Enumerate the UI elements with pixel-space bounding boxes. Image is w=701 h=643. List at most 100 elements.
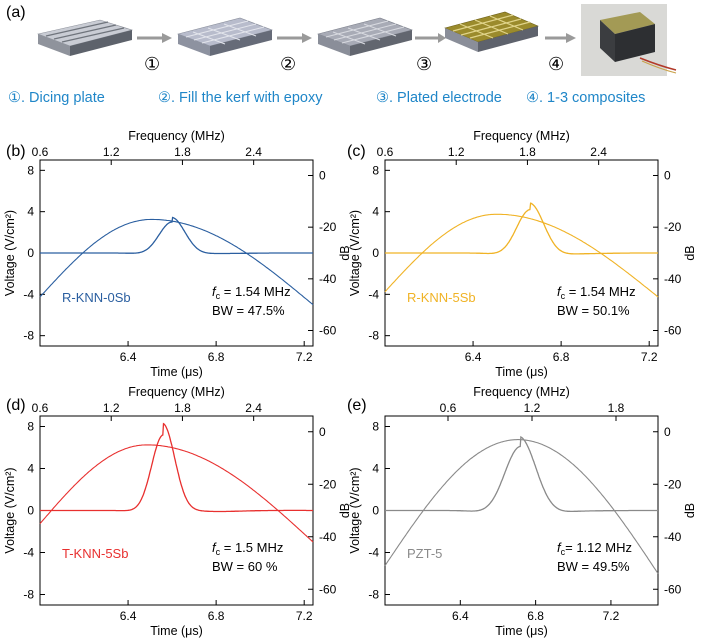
bw-annotation: BW = 49.5% [557,559,630,574]
top-tick-label: 1.8 [608,401,625,415]
x-tick-label: 7.2 [296,350,313,364]
x-tick-label: 6.4 [120,609,137,623]
arrow-3-head [438,33,446,43]
epoxy-filled-image [177,17,273,56]
bw-annotation: BW = 47.5% [212,303,285,318]
y-tick-label: 0 [27,504,34,518]
right-tick-label: -40 [319,272,337,286]
top-tick-label: 2.4 [245,145,262,159]
top-tick-label: 1.2 [448,145,465,159]
waveform-line [385,435,658,513]
right-axis-title: dB [338,503,352,518]
sample-name-label: R-KNN-0Sb [62,290,131,305]
right-tick-label: -20 [664,477,682,491]
chart-panel-pzt-5: (e) 6.4 6.8 7.2 8 4 0 -4 -8 0.6 1.2 1.8 0 -20 -40 -60 Fr… [347,385,697,638]
right-tick-label: 0 [319,425,326,439]
top-axis-title: Frequency (MHz) [128,385,225,399]
spectrum-line [39,218,314,306]
right-tick-label: -20 [319,220,337,234]
panel-a-label: (a) [6,4,26,21]
step-3-label: ③. Plated electrode [376,90,502,106]
step-3-number: ③ [416,54,433,75]
y-tick-label: -4 [368,287,379,301]
right-axis-title: dB [683,245,697,260]
right-tick-label: -40 [319,530,337,544]
x-tick-label: 6.8 [208,609,225,623]
diced-plate-image [36,19,134,56]
chart-panel-r-knn-0sb: (b) 6.4 6.8 7.2 8 4 0 -4 -8 0.6 1.2 1.8 2.4 0 -20 -40 -6… [3,129,352,379]
y-tick-label: -8 [368,588,379,602]
top-tick-label: 0.6 [32,401,49,415]
spectrum-line [384,213,659,298]
right-tick-label: -60 [664,582,682,596]
x-tick-label: 7.2 [603,609,620,623]
top-tick-label: 0.6 [440,401,457,415]
y-tick-label: 0 [372,246,379,260]
x-tick-label: 6.8 [553,350,570,364]
right-tick-label: -60 [319,582,337,596]
y-axis-title: Voltage (V/cm²) [3,210,17,296]
sample-name-label: R-KNN-5Sb [407,290,476,305]
top-tick-label: 0.6 [32,145,49,159]
bw-annotation: BW = 60 % [212,559,278,574]
y-tick-label: -8 [23,588,34,602]
right-tick-label: -40 [664,530,682,544]
y-axis-title: Voltage (V/cm²) [3,467,17,553]
x-axis-title: Time (μs) [495,624,548,638]
arrow-1-head [162,33,172,43]
x-axis-title: Time (μs) [150,624,203,638]
top-tick-label: 2.4 [590,145,607,159]
fc-annotation: fc= 1.12 MHz [557,540,632,557]
top-axis-title: Frequency (MHz) [473,385,570,399]
panel-label: (c) [347,143,366,160]
y-tick-label: 0 [27,246,34,260]
top-tick-label: 2.4 [245,401,262,415]
y-tick-label: -4 [368,546,379,560]
sample-name-label: T-KNN-5Sb [62,546,128,561]
top-tick-label: 0.6 [377,145,394,159]
y-tick-label: 4 [27,205,34,219]
y-tick-label: -8 [23,329,34,343]
spectrum-line [39,444,314,543]
bw-annotation: BW = 50.1% [557,303,630,318]
y-tick-label: 0 [372,504,379,518]
right-tick-label: -60 [664,324,682,338]
x-tick-label: 6.8 [527,609,544,623]
top-tick-label: 1.8 [174,145,191,159]
chart-panel-r-knn-5sb: (c) 6.4 6.8 7.2 8 4 0 -4 -8 0.6 1.2 1.8 2.4 0 -20 -40 -6… [347,129,697,379]
top-tick-label: 1.2 [524,401,541,415]
y-tick-label: 8 [27,163,34,177]
right-axis-title: dB [683,503,697,518]
right-tick-label: 0 [664,169,671,183]
waveform-line [40,422,313,513]
right-tick-label: -40 [664,272,682,286]
waveform-line [385,202,658,255]
x-tick-label: 7.2 [296,609,313,623]
waveform-line [40,216,313,255]
composite-photo [581,4,677,76]
top-tick-label: 1.2 [103,401,120,415]
right-tick-label: 0 [664,425,671,439]
right-tick-label: 0 [319,169,326,183]
step-1-number: ① [144,54,161,75]
top-axis-title: Frequency (MHz) [473,129,570,143]
right-tick-label: -60 [319,324,337,338]
fc-annotation: fc = 1.54 MHz [557,284,636,301]
y-tick-label: 4 [372,462,379,476]
arrow-2-head [302,33,312,43]
x-tick-label: 6.4 [465,350,482,364]
top-tick-label: 1.2 [103,145,120,159]
step-1-label: ①. Dicing plate [8,90,105,106]
y-tick-label: -8 [368,329,379,343]
x-tick-label: 6.4 [452,609,469,623]
top-axis-title: Frequency (MHz) [128,129,225,143]
y-axis-title: Voltage (V/cm²) [348,210,362,296]
arrow-4-head [566,33,576,43]
plated-electrode-image [317,17,413,56]
right-tick-label: -20 [319,477,337,491]
fc-annotation: fc = 1.5 MHz [212,540,283,557]
right-axis-title: dB [338,245,352,260]
y-tick-label: -4 [23,287,34,301]
y-tick-label: 4 [372,205,379,219]
sample-name-label: PZT-5 [407,546,442,561]
